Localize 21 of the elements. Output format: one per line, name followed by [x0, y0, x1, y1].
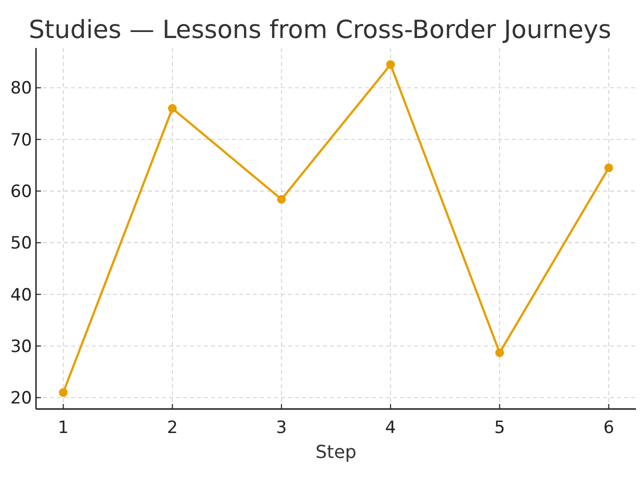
- x-tick-label: 2: [166, 418, 178, 438]
- y-tick-label: 30: [10, 336, 32, 357]
- x-tick-label: 5: [494, 418, 506, 438]
- x-tick-label: 4: [385, 418, 396, 438]
- point: [604, 163, 614, 172]
- x-axis-title: Step: [316, 442, 356, 463]
- y-tick-label: 60: [10, 182, 32, 202]
- x-tick-label: 1: [58, 418, 69, 438]
- y-tick-label: 80: [10, 78, 32, 99]
- point: [495, 348, 504, 358]
- point: [277, 194, 286, 204]
- point: [168, 104, 177, 113]
- x-tick-label: 3: [276, 418, 287, 438]
- y-tick-label: 70: [10, 130, 32, 150]
- y-tick-label: 20: [10, 388, 32, 409]
- chart-title: Studies — Lessons from Cross-Border Journeys: [28, 15, 612, 44]
- y-tick-label: 50: [10, 234, 32, 254]
- point: [386, 60, 395, 69]
- y-tick-label: 40: [10, 285, 32, 306]
- point: [58, 388, 68, 397]
- x-tick-label: 6: [603, 418, 614, 438]
